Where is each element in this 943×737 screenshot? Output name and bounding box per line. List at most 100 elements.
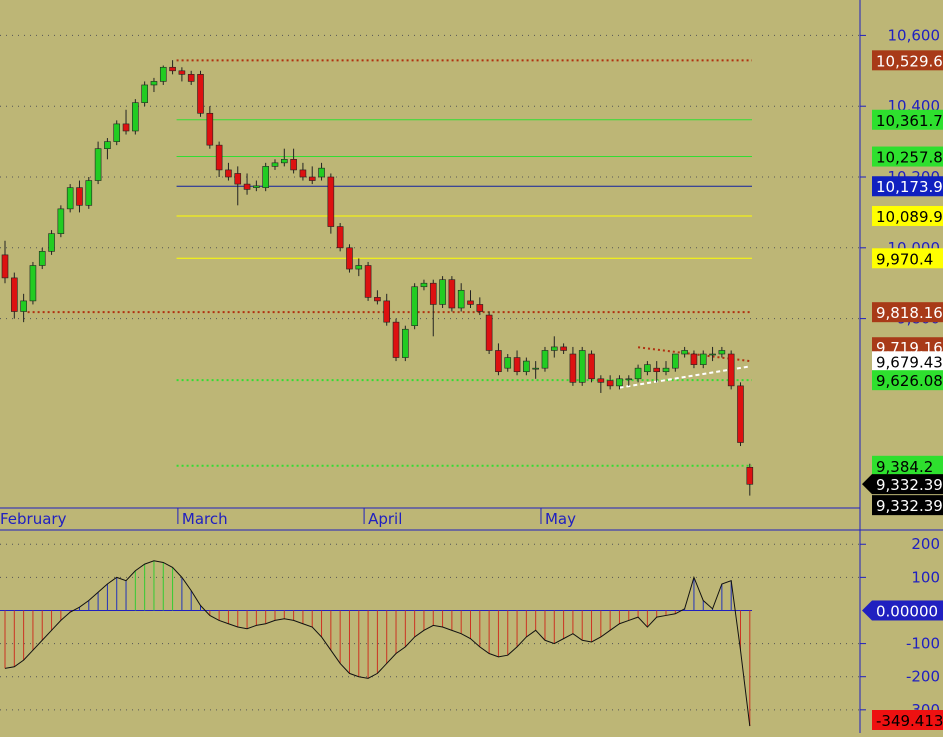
candle	[318, 162, 325, 181]
month-label: April	[368, 510, 402, 528]
osc-tick-label: -100	[906, 635, 940, 653]
candle	[187, 70, 195, 85]
candle-body	[76, 187, 83, 206]
candle-body	[681, 350, 688, 355]
candle-body	[253, 185, 260, 188]
level-label: 9,818.16	[872, 302, 943, 323]
candle-body	[29, 265, 37, 302]
candle	[420, 279, 428, 291]
candle	[448, 276, 456, 312]
last-price-label-2: 9,332.39	[876, 497, 943, 515]
month-label: March	[182, 510, 228, 528]
candle	[141, 81, 148, 107]
candle-body	[457, 289, 465, 309]
candle-body	[141, 84, 148, 103]
candle	[681, 346, 688, 358]
candle	[672, 353, 679, 372]
candle-body	[234, 173, 242, 185]
candle	[513, 350, 521, 376]
month-label: February	[0, 510, 67, 528]
level-label-text: 9,626.08	[876, 372, 943, 390]
candle	[299, 162, 307, 181]
level-label: 10,361.7	[872, 109, 943, 130]
candle	[271, 159, 279, 170]
candle-body	[625, 378, 633, 381]
level-label-text: 10,257.8	[876, 149, 943, 167]
last-price-bg	[872, 474, 943, 495]
level-label: 9,626.08	[872, 370, 943, 391]
candle	[569, 346, 577, 386]
zero-label: 0.00000	[876, 602, 938, 620]
candle-body	[578, 350, 586, 383]
candle	[234, 166, 242, 206]
level-label-bg	[872, 50, 943, 71]
candle-body	[178, 70, 186, 75]
candle-body	[467, 300, 474, 305]
candle-body	[85, 180, 93, 206]
candle-body	[1, 254, 9, 279]
level-label-bg	[872, 205, 943, 226]
level-label-bg	[872, 455, 943, 476]
zero-label-bg	[872, 600, 943, 621]
candle-body	[383, 300, 391, 323]
candle	[215, 141, 223, 178]
candle	[104, 138, 111, 160]
candle	[364, 261, 372, 301]
trend-line	[619, 365, 750, 389]
candle	[29, 261, 37, 305]
candle-body	[532, 367, 539, 370]
candle	[429, 279, 437, 337]
candle	[644, 361, 651, 376]
candle	[746, 463, 754, 496]
candle-body	[597, 378, 605, 383]
candle	[402, 325, 409, 362]
candle-body	[606, 380, 614, 387]
candle	[588, 350, 595, 383]
level-label-text: 9,818.16	[876, 304, 943, 322]
candle	[541, 346, 549, 372]
candle	[150, 77, 158, 93]
candle	[327, 173, 335, 234]
candle	[346, 244, 353, 273]
candle	[578, 346, 586, 386]
candle	[206, 106, 214, 149]
candle-body	[299, 169, 307, 178]
candle	[495, 343, 502, 376]
candle-body	[644, 364, 651, 373]
candle-body	[197, 74, 204, 114]
candle-body	[94, 148, 102, 181]
osc-tick-label: -200	[906, 668, 940, 686]
level-label: 9,970.4	[872, 248, 943, 269]
candle	[122, 109, 130, 135]
osc-tick-label: 200	[911, 535, 940, 553]
candle-body	[588, 353, 595, 380]
candle-body	[523, 360, 530, 373]
candle	[625, 375, 633, 386]
candle-body	[485, 314, 493, 351]
candle	[178, 67, 186, 82]
level-label-text: 10,089.9	[876, 208, 943, 226]
candle-body	[662, 367, 670, 373]
candle-body	[718, 350, 726, 355]
level-label: 9,384.2	[872, 455, 943, 476]
candle	[355, 258, 363, 277]
candle-body	[355, 265, 363, 270]
candle-body	[420, 282, 428, 288]
level-label-text: 9,384.2	[876, 458, 933, 476]
level-label: 9,679.43	[872, 351, 943, 372]
candle	[113, 120, 121, 146]
candle	[653, 361, 661, 383]
candle	[504, 354, 512, 372]
candle	[374, 290, 381, 305]
candle	[76, 180, 83, 213]
candle	[225, 162, 232, 181]
level-label-text: 10,173.9	[876, 178, 943, 196]
candle-body	[616, 378, 623, 387]
candle-body	[672, 353, 679, 369]
candle	[523, 357, 530, 376]
zero-arrow	[862, 600, 872, 621]
level-label-text: 10,529.6	[876, 52, 943, 70]
candle-body	[495, 350, 502, 373]
candle-body	[225, 169, 232, 178]
